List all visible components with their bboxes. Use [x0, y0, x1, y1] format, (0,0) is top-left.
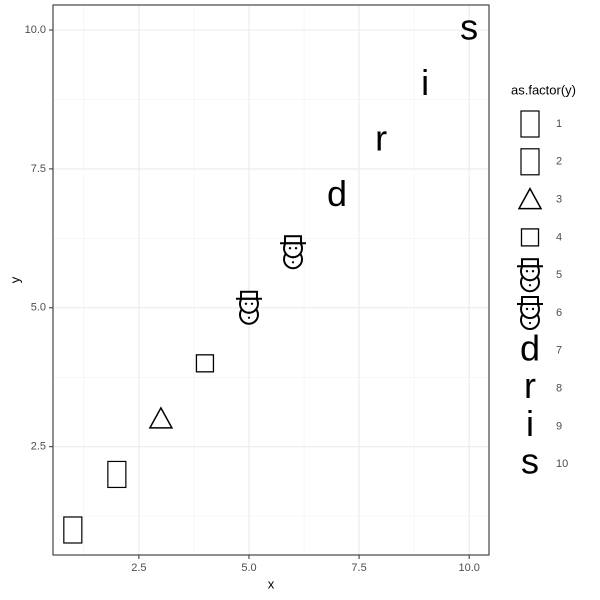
- snowman-hat: [521, 258, 539, 268]
- legend-label: 8: [556, 383, 562, 395]
- snowman-eye: [288, 247, 292, 250]
- snowman-eye: [525, 307, 529, 311]
- point: [235, 290, 262, 325]
- legend-key: 4: [520, 228, 562, 247]
- snowman-button: [528, 316, 532, 320]
- legend-label: 9: [556, 420, 562, 432]
- point: [107, 460, 127, 489]
- point: [195, 354, 215, 373]
- snowman-button: [291, 256, 295, 259]
- snowman-eye: [294, 247, 298, 250]
- point: s: [460, 7, 478, 48]
- snowman-eye: [525, 270, 529, 273]
- legend-label: 1: [556, 118, 562, 130]
- point: [148, 406, 174, 429]
- legend-symbol: s: [521, 441, 539, 482]
- x-tick-label: 10.0: [458, 562, 479, 574]
- snowman-eye: [531, 270, 535, 273]
- snowman-button: [247, 316, 251, 319]
- point: d: [327, 173, 347, 214]
- snowman-button: [528, 279, 532, 282]
- y-axis-title: y: [7, 276, 22, 283]
- letter: r: [524, 365, 536, 406]
- panel-border: [52, 4, 490, 556]
- snowman-eye: [250, 302, 254, 305]
- legend-symbol: [517, 296, 543, 330]
- legend-key: 1: [520, 110, 562, 138]
- legend-symbol: i: [526, 403, 534, 444]
- legend-label: 7: [556, 345, 562, 357]
- x-tick-label: 2.5: [131, 562, 146, 574]
- legend-symbol: [517, 258, 543, 293]
- legend-label: 2: [556, 156, 562, 168]
- y-tick-label: 2.5: [31, 441, 46, 453]
- legend-symbol: d: [520, 327, 540, 368]
- point: i: [421, 62, 429, 103]
- y-tick-label: 7.5: [31, 163, 46, 175]
- legend-symbol: [520, 228, 540, 247]
- point: [63, 516, 83, 544]
- glyph-box: [520, 110, 540, 138]
- legend-key: 2: [520, 148, 562, 176]
- legend-key: s 10: [521, 441, 568, 482]
- x-axis-title: x: [268, 576, 275, 591]
- letter: i: [421, 62, 429, 103]
- square: [195, 354, 215, 373]
- point: [280, 235, 307, 270]
- legend-label: 6: [556, 307, 562, 319]
- x-tick-label: 7.5: [351, 562, 366, 574]
- legend-title: as.factor(y): [511, 82, 576, 97]
- glyph-box: [107, 460, 127, 489]
- point: r: [375, 118, 387, 159]
- letter: s: [521, 441, 539, 482]
- legend-label: 10: [556, 458, 568, 470]
- y-tick-label: 10.0: [25, 24, 46, 36]
- triangle: [517, 187, 543, 210]
- square: [520, 228, 540, 247]
- snowman-hat: [521, 296, 539, 305]
- letter: r: [375, 118, 387, 159]
- letter: d: [327, 173, 347, 214]
- letter: i: [526, 403, 534, 444]
- y-tick-label: 5.0: [31, 302, 46, 314]
- glyph-box: [63, 516, 83, 544]
- legend-symbol: [517, 187, 543, 210]
- letter: d: [520, 327, 540, 368]
- x-tick-label: 5.0: [241, 562, 256, 574]
- triangle: [148, 406, 174, 429]
- legend-key: 5: [517, 258, 562, 293]
- snowman-hat: [239, 290, 258, 300]
- snowman-eye: [531, 307, 535, 311]
- legend-symbol: [520, 110, 540, 138]
- legend-symbol: r: [524, 365, 536, 406]
- snowman-button: [528, 284, 532, 287]
- snowman-button: [528, 321, 532, 325]
- snowman-eye: [244, 302, 248, 305]
- legend-key: 6: [517, 296, 562, 330]
- snowman-button: [247, 311, 251, 314]
- letter: s: [460, 7, 478, 48]
- glyph-box: [520, 148, 540, 176]
- legend-symbol: [520, 148, 540, 176]
- legend-label: 3: [556, 194, 562, 206]
- snowman-hat: [284, 235, 303, 245]
- legend-label: 4: [556, 231, 562, 243]
- snowman-button: [291, 261, 295, 264]
- legend-label: 5: [556, 269, 562, 281]
- legend-key: 3: [517, 187, 562, 210]
